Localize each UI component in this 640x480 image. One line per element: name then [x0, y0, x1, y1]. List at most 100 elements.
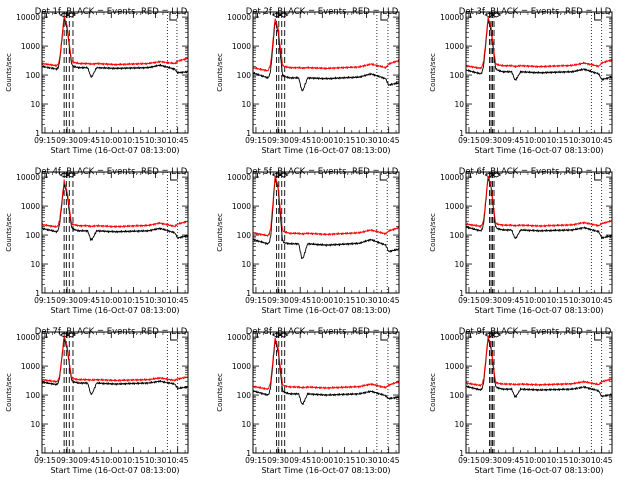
x-tick-label: 09:15 [34, 136, 56, 145]
lld-series-line [465, 334, 612, 387]
x-tick-label: 10:30 [356, 296, 378, 305]
x-tick-label: 09:30 [480, 136, 502, 145]
plot-frame [465, 331, 613, 454]
x-tick-label: 09:45 [78, 136, 100, 145]
plot-frame [41, 171, 189, 294]
x-tick-label: 09:15 [34, 456, 56, 465]
x-tick-label: 09:30 [267, 296, 289, 305]
plot-frame [41, 331, 189, 454]
y-axis-label: Counts/sec [5, 373, 13, 412]
events-series-line [465, 338, 613, 398]
x-axis-label: Start Time (16-Oct-07 08:13:00) [50, 466, 179, 475]
x-tick-label: 09:15 [245, 136, 267, 145]
y-tick-label: 100 [450, 231, 465, 240]
decimation-state-marker [594, 173, 602, 181]
x-tick-label: 09:45 [502, 296, 524, 305]
y-tick-label: 1000 [21, 362, 40, 371]
x-tick-label: 10:00 [525, 136, 547, 145]
plot-frame [252, 331, 400, 454]
x-tick-label: 10:30 [145, 296, 167, 305]
x-axis-label: Start Time (16-Oct-07 08:13:00) [50, 146, 179, 155]
y-tick-label: 1 [246, 289, 251, 298]
y-tick-label: 1000 [445, 362, 464, 371]
x-tick-label: 10:30 [145, 136, 167, 145]
events-series-line [41, 182, 189, 241]
y-tick-label: 100 [237, 71, 252, 80]
y-tick-label: 1 [459, 289, 464, 298]
x-tick-label: 09:45 [502, 136, 524, 145]
y-tick-label: 1 [35, 129, 40, 138]
x-tick-label: 10:45 [378, 456, 400, 465]
y-tick-label: 1000 [445, 42, 464, 51]
panel-det-8f: Det 8f, BLACK = Events, RED = LLDCounts/… [216, 327, 400, 475]
decimation-state-marker [594, 333, 602, 341]
x-tick-label: 10:45 [378, 136, 400, 145]
x-axis-label: Start Time (16-Oct-07 08:13:00) [50, 306, 179, 315]
x-tick-label: 10:30 [145, 456, 167, 465]
x-axis-label: Start Time (16-Oct-07 08:13:00) [261, 306, 390, 315]
panel-det-3f: Det 3f, BLACK = Events, RED = LLDCounts/… [429, 7, 613, 155]
decimation-state-marker [379, 173, 388, 181]
x-tick-label: 09:30 [56, 456, 78, 465]
y-tick-label: 1 [246, 129, 251, 138]
events-series-line [252, 340, 400, 405]
y-axis-label: Counts/sec [429, 213, 437, 252]
x-tick-label: 09:15 [458, 296, 480, 305]
x-tick-label: 10:00 [312, 456, 334, 465]
x-tick-label: 10:15 [123, 456, 145, 465]
x-tick-label: 10:45 [591, 136, 613, 145]
x-tick-label: 09:15 [245, 296, 267, 305]
x-tick-label: 10:45 [167, 136, 189, 145]
lld-series-line [465, 175, 613, 228]
panel-det-6f: Det 6f, BLACK = Events, RED = LLDCounts/… [429, 167, 613, 315]
events-series-line [41, 18, 189, 78]
y-tick-label: 100 [26, 391, 41, 400]
y-tick-label: 10 [30, 260, 40, 269]
y-axis-label: Counts/sec [216, 213, 224, 252]
x-tick-label: 09:30 [56, 296, 78, 305]
events-series-line [465, 177, 613, 240]
x-tick-label: 10:00 [101, 136, 123, 145]
plot-frame [252, 11, 400, 134]
events-series-line [252, 21, 400, 92]
panel-det-9f: Det 9f, BLACK = Events, RED = LLDCounts/… [429, 327, 613, 475]
y-tick-label: 1 [35, 289, 40, 298]
y-tick-label: 10 [30, 100, 40, 109]
lld-series-line [252, 337, 400, 391]
y-tick-label: 1000 [21, 42, 40, 51]
x-tick-label: 09:45 [289, 136, 311, 145]
panel-det-5f: Det 5f, BLACK = Events, RED = LLDCounts/… [216, 167, 400, 315]
y-tick-label: 10 [241, 420, 251, 429]
x-axis-label: Start Time (16-Oct-07 08:13:00) [261, 466, 390, 475]
x-tick-label: 10:30 [356, 136, 378, 145]
y-tick-label: 100 [26, 71, 41, 80]
panel-det-2f: Det 2f, BLACK = Events, RED = LLDCounts/… [216, 7, 400, 155]
y-tick-label: 10000 [227, 333, 251, 342]
y-tick-label: 10 [454, 420, 464, 429]
y-tick-label: 10000 [16, 13, 40, 22]
x-tick-label: 09:15 [34, 296, 56, 305]
x-tick-label: 09:45 [78, 296, 100, 305]
x-tick-label: 10:15 [334, 296, 356, 305]
attenuator-state-marker [59, 172, 77, 178]
x-tick-label: 09:45 [289, 296, 311, 305]
x-tick-label: 10:00 [525, 456, 547, 465]
y-axis-label: Counts/sec [5, 213, 13, 252]
y-tick-label: 1000 [232, 42, 251, 51]
decimation-state-marker [380, 13, 388, 21]
y-tick-label: 1000 [232, 202, 251, 211]
x-tick-label: 09:45 [78, 456, 100, 465]
x-tick-label: 10:45 [378, 296, 400, 305]
decimation-state-marker [380, 333, 388, 341]
x-tick-label: 10:15 [547, 136, 569, 145]
y-tick-label: 10000 [16, 333, 40, 342]
x-tick-label: 09:30 [267, 136, 289, 145]
x-tick-label: 10:45 [167, 456, 189, 465]
x-axis-label: Start Time (16-Oct-07 08:13:00) [474, 466, 603, 475]
plot-frame [252, 171, 400, 294]
y-tick-label: 10000 [440, 173, 464, 182]
x-axis-label: Start Time (16-Oct-07 08:13:00) [474, 306, 603, 315]
y-axis-label: Counts/sec [429, 53, 437, 92]
x-tick-label: 10:15 [123, 296, 145, 305]
